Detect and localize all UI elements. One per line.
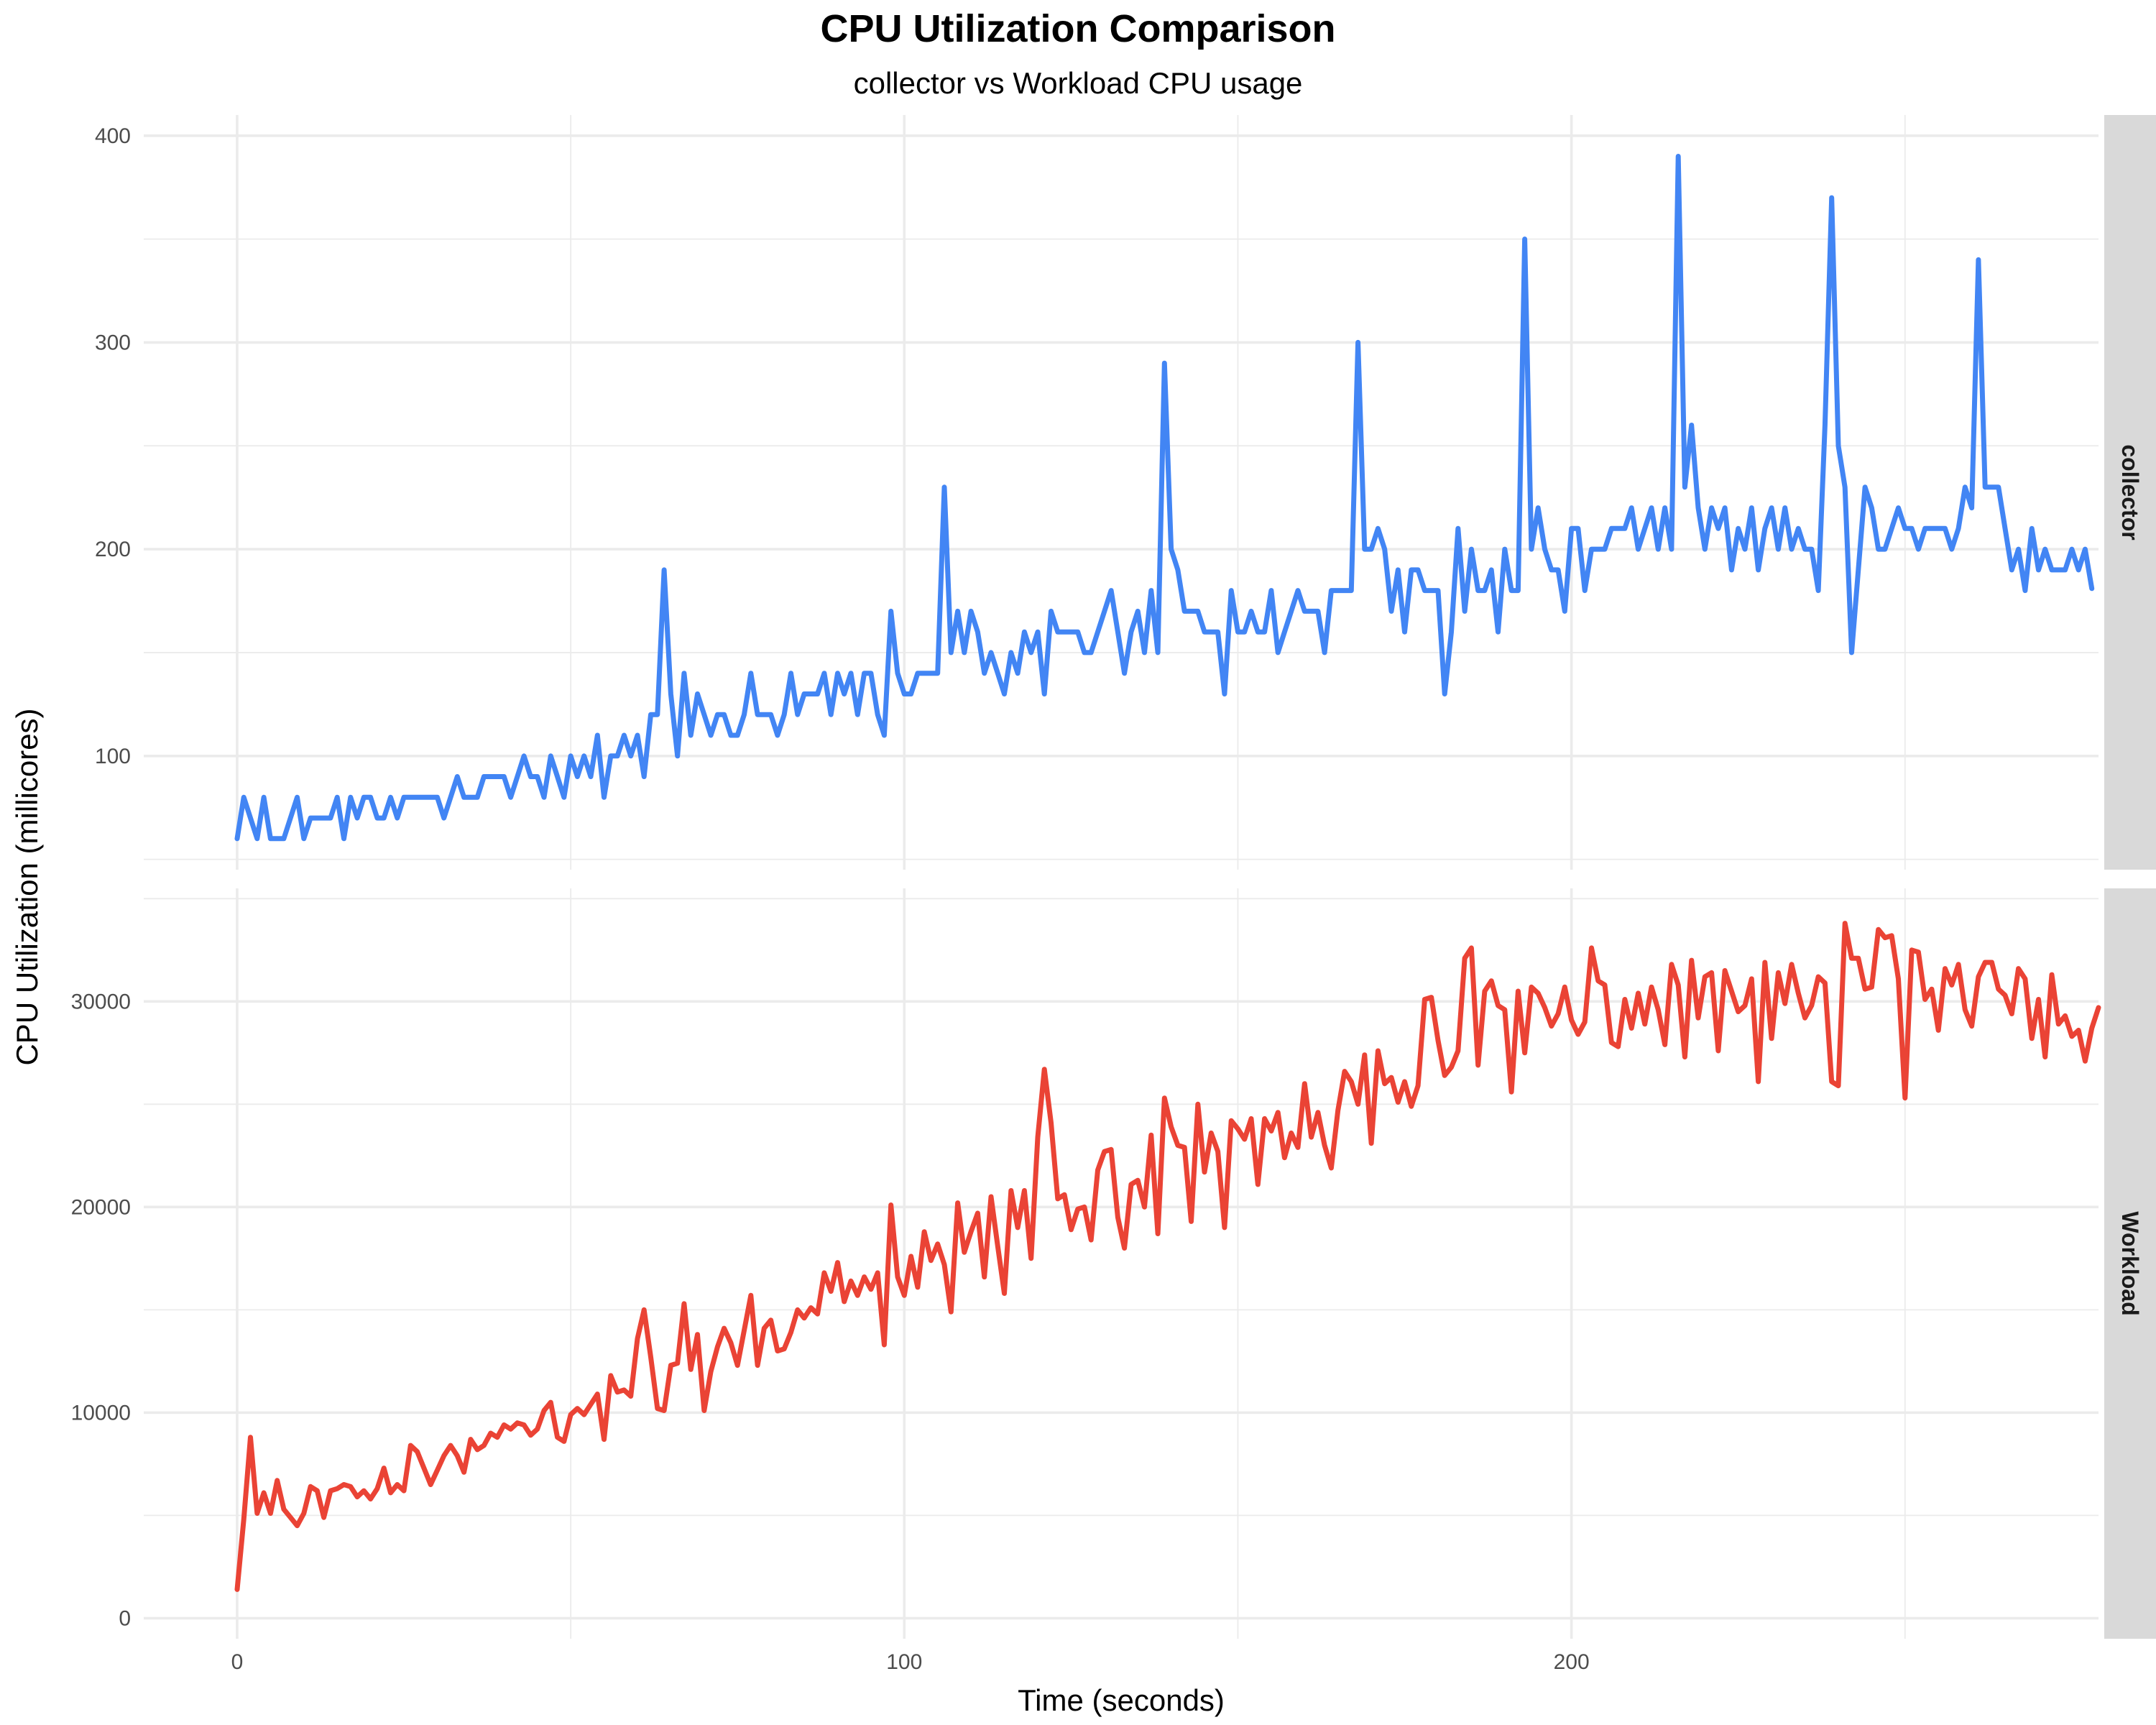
x-tick-label: 0 [231, 1650, 244, 1674]
y-tick-label: 100 [95, 745, 131, 768]
x-axis-title: Time (seconds) [1018, 1683, 1225, 1717]
series-line-workload [234, 921, 2101, 1592]
x-tick-label: 200 [1554, 1650, 1590, 1674]
panel-workload: 0 10000 20000 30000 Workload [71, 888, 2156, 1639]
y-tick-label: 300 [95, 331, 131, 354]
chart-subtitle: collector vs Workload CPU usage [854, 66, 1303, 100]
panel-collector: 100 200 300 400 collector [95, 115, 2156, 870]
x-tick-label: 100 [886, 1650, 922, 1674]
y-tick-label: 200 [95, 538, 131, 561]
chart-title: CPU Utilization Comparison [820, 7, 1335, 50]
facet-strip-label: collector [2117, 444, 2143, 540]
facet-strip-label: Workload [2117, 1211, 2143, 1315]
y-tick-label: 400 [95, 124, 131, 148]
panels-layer: 100 200 300 400 collector 0 10000 20000 30000 Wor… [71, 115, 2156, 1639]
y-tick-label: 0 [119, 1606, 131, 1630]
facet-strip [2104, 115, 2156, 870]
y-tick-label: 30000 [71, 990, 131, 1013]
y-tick-label: 20000 [71, 1195, 131, 1219]
x-axis: 0 100 200 [231, 1650, 1590, 1674]
series-line-collector [234, 154, 2095, 842]
y-axis-title: CPU Utilization (millicores) [10, 708, 44, 1065]
y-tick-label: 10000 [71, 1401, 131, 1425]
facet-strip [2104, 888, 2156, 1639]
